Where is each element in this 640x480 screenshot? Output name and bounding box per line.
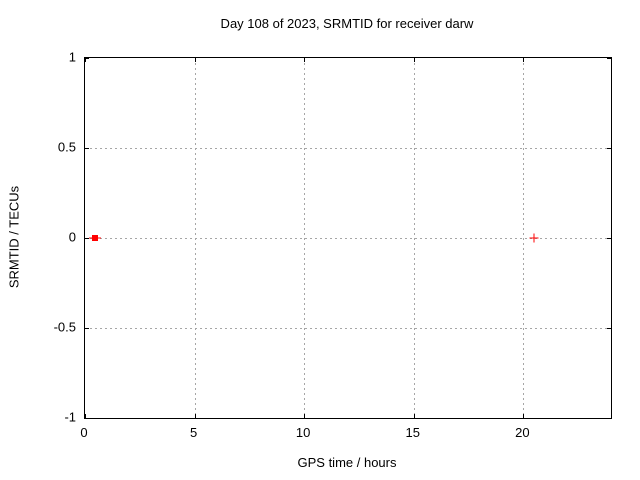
y-tick-mark — [85, 418, 89, 419]
x-tick-mark — [413, 58, 415, 62]
y-tick-mark — [607, 148, 611, 149]
x-tick-label: 15 — [405, 425, 420, 440]
x-tick-mark — [194, 58, 196, 62]
y-tick-mark — [607, 58, 611, 59]
y-tick-mark — [607, 418, 611, 419]
x-tick-label: 20 — [515, 425, 530, 440]
x-tick-label: 5 — [189, 425, 198, 440]
y-gridline — [85, 328, 611, 329]
x-tick-mark — [523, 58, 525, 62]
x-tick-mark — [85, 58, 86, 62]
y-gridline — [85, 148, 611, 149]
x-tick-mark — [413, 414, 415, 418]
y-tick-mark — [607, 238, 611, 239]
data-point-plus — [533, 233, 535, 243]
y-tick-mark — [85, 58, 89, 59]
y-axis-label: SRMTID / TECUs — [6, 185, 22, 289]
y-gridline — [85, 238, 611, 239]
y-tick-mark — [85, 328, 89, 329]
x-tick-label: 0 — [80, 425, 88, 440]
x-tick-mark — [194, 414, 196, 418]
y-tick-label: 1 — [68, 49, 76, 65]
y-tick-label: -1 — [64, 409, 76, 425]
x-axis-label: GPS time / hours — [297, 455, 397, 470]
y-tick-mark — [607, 328, 611, 329]
y-tick-label: 0.5 — [57, 139, 76, 155]
y-tick-label: 0 — [68, 229, 76, 245]
x-tick-mark — [304, 58, 306, 62]
chart-title: Day 108 of 2023, SRMTID for receiver dar… — [220, 16, 474, 31]
y-tick-mark — [85, 148, 89, 149]
plot-area — [84, 57, 612, 419]
y-tick-label: -0.5 — [53, 319, 76, 335]
y-tick-mark — [85, 238, 89, 239]
x-tick-mark — [523, 414, 525, 418]
data-point-square — [91, 235, 98, 241]
x-tick-label: 10 — [295, 425, 311, 440]
x-tick-mark — [85, 414, 86, 418]
x-tick-mark — [304, 414, 306, 418]
